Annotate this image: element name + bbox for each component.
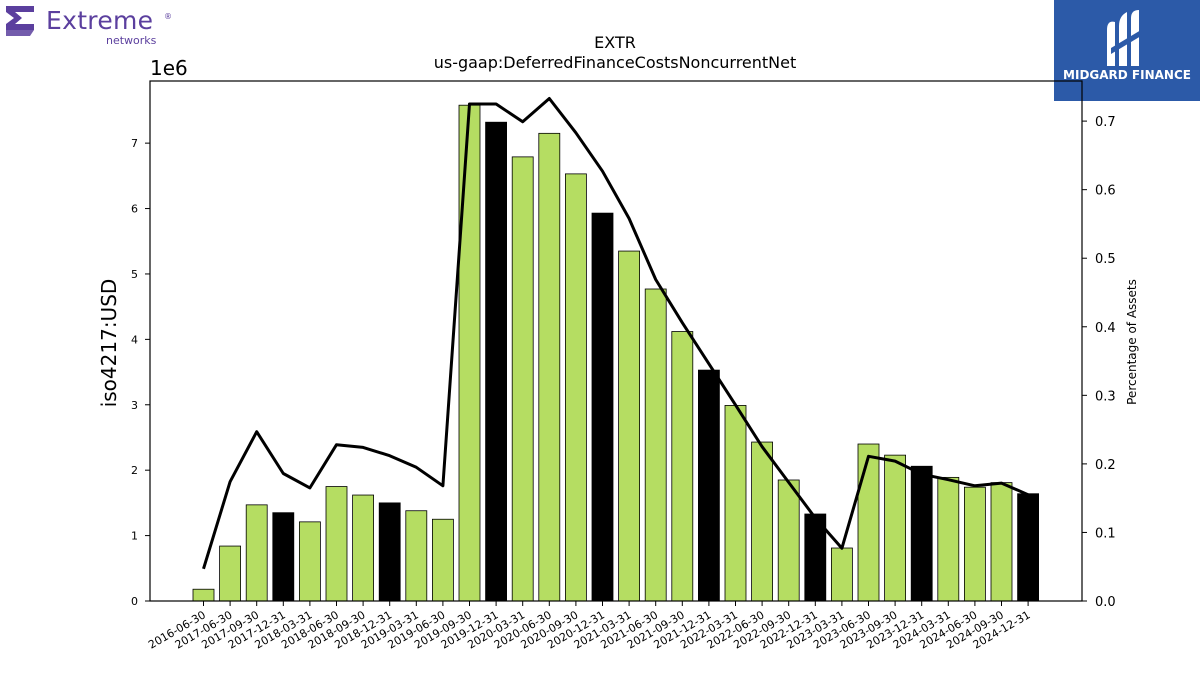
bar [538, 132, 561, 602]
y2-tick-label: 0.0 [1095, 595, 1116, 610]
extreme-logo-icon [6, 6, 34, 36]
bar [990, 482, 1013, 602]
y-offset-label: 1e6 [150, 56, 188, 80]
y-tick-label: 2 [131, 464, 138, 477]
bar [777, 479, 800, 602]
brand-left-name: Extreme [46, 6, 154, 35]
y-tick-label: 5 [131, 268, 138, 281]
bar [352, 494, 375, 602]
y2-tick-label: 0.4 [1095, 321, 1116, 336]
y-tick-label: 4 [131, 333, 138, 346]
bar [485, 121, 508, 602]
brand-right-name: MIDGARD FINANCE [1063, 68, 1191, 82]
midgard-logo-icon [1107, 10, 1141, 66]
bar [219, 545, 242, 602]
y-tick-label: 7 [131, 137, 138, 150]
y2-tick-label: 0.3 [1095, 389, 1116, 404]
y2-tick-label: 0.5 [1095, 252, 1116, 267]
percentage-line [202, 97, 1029, 570]
bar [618, 250, 640, 602]
bar [458, 104, 481, 602]
y-tick-label: 1 [131, 530, 138, 543]
bar [937, 476, 960, 602]
brand-left-mark: ® [164, 12, 172, 21]
bar [671, 331, 694, 602]
bar [192, 588, 215, 602]
bars-layer [192, 104, 1039, 602]
bar [272, 512, 295, 602]
bar [644, 288, 667, 602]
bar [698, 369, 720, 602]
bar [405, 510, 428, 602]
extreme-networks-logo: Extreme ® networks [4, 4, 179, 48]
bar [245, 504, 268, 602]
y2-tick-label: 0.1 [1095, 526, 1116, 541]
y-tick-label: 3 [131, 399, 138, 412]
y-tick-label: 0 [131, 595, 138, 608]
bar [857, 443, 880, 602]
y-axis-label: iso4217:USD [97, 279, 121, 408]
y2-tick-label: 0.6 [1095, 184, 1116, 199]
bar [1017, 493, 1039, 602]
y2-axis-label: Percentage of Assets [1125, 279, 1139, 405]
bar [831, 547, 853, 602]
bar [511, 156, 534, 602]
bar [884, 454, 906, 602]
brand-left-sub: networks [106, 34, 157, 47]
bar [751, 441, 773, 602]
bar [431, 518, 454, 602]
y-tick-label: 6 [131, 203, 138, 216]
chart-title: EXTR [594, 33, 636, 52]
bar [724, 405, 747, 602]
bar [591, 212, 614, 602]
y2-tick-label: 0.2 [1095, 458, 1116, 473]
bar [298, 521, 321, 602]
bar [378, 502, 401, 602]
midgard-finance-logo: MIDGARD FINANCE [1054, 0, 1200, 101]
line-layer [202, 97, 1029, 570]
bar [964, 486, 986, 602]
bar [325, 486, 348, 602]
chart-subtitle: us-gaap:DeferredFinanceCostsNoncurrentNe… [434, 53, 797, 72]
bar [910, 465, 933, 602]
bar [565, 173, 587, 602]
y2-tick-label: 0.7 [1095, 115, 1116, 130]
plot-frame [149, 80, 1083, 602]
